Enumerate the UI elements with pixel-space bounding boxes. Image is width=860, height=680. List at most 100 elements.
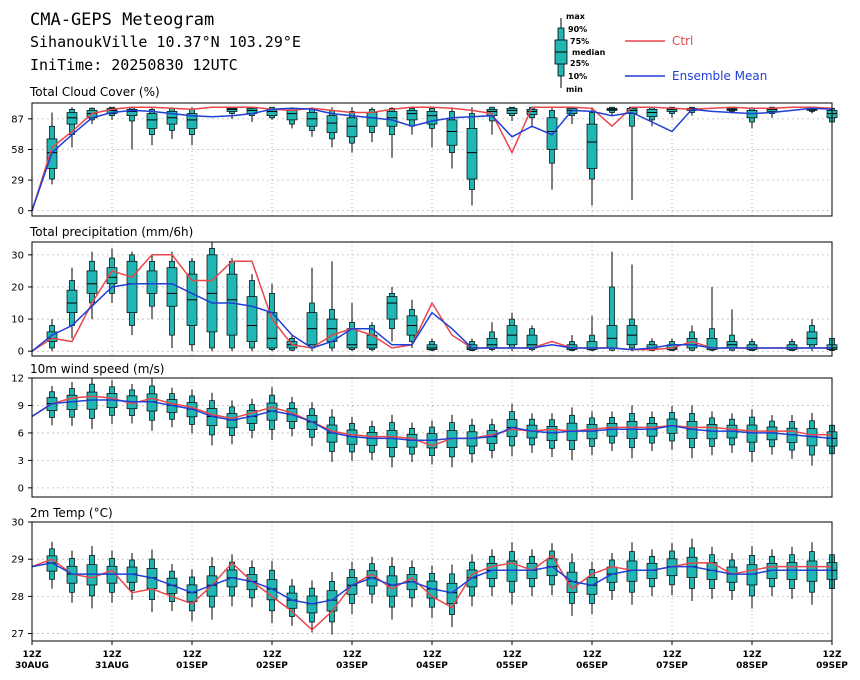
box-216	[746, 409, 758, 462]
box-174	[606, 251, 618, 352]
box-174	[606, 106, 618, 116]
box-198	[686, 325, 698, 352]
box-132	[466, 107, 478, 206]
box-inner	[426, 111, 438, 125]
panel-3: 2m Temp (°C) 27 28 29 30	[11, 506, 838, 642]
y-tick-label: 0	[18, 347, 24, 358]
box-inner	[246, 296, 258, 342]
box-inner	[526, 334, 538, 349]
y-tick-label: 9	[18, 401, 24, 412]
box-inner	[446, 119, 458, 146]
box-inner	[186, 113, 198, 129]
box-36	[146, 254, 158, 320]
y-tick-label: 27	[11, 629, 24, 640]
box-114	[406, 107, 418, 135]
box-42	[166, 107, 178, 139]
box-180	[626, 106, 638, 201]
box-126	[446, 107, 458, 169]
box-162	[566, 553, 578, 616]
box-90	[326, 571, 338, 635]
x-tick-hour: 12Z	[182, 650, 202, 660]
x-tick-date: 09SEP	[816, 661, 848, 671]
legend-label-median: median	[572, 48, 606, 57]
panel-frame	[31, 102, 833, 217]
box-24	[106, 550, 118, 603]
box-legend: max 90% 75% median 25% 10% min	[554, 12, 606, 94]
box-204	[706, 411, 718, 456]
box-162	[566, 335, 578, 352]
box-66	[246, 398, 258, 439]
box-216	[746, 338, 758, 352]
box-inner	[506, 560, 518, 582]
box-30	[126, 106, 138, 150]
y-tick-label: 20	[11, 282, 24, 293]
box-132	[466, 418, 478, 463]
y-tick-label: 12	[11, 374, 24, 385]
box-84	[306, 267, 318, 352]
mean-line	[31, 399, 833, 441]
box-234	[806, 542, 818, 605]
box-126	[446, 564, 458, 628]
box-inner	[806, 560, 818, 582]
box-90	[326, 409, 338, 462]
box-inner	[386, 296, 398, 320]
box-210	[726, 309, 738, 352]
box-outer	[609, 286, 615, 351]
box-180	[626, 542, 638, 605]
box-144	[506, 312, 518, 352]
box-138	[486, 418, 498, 459]
box-inner	[606, 325, 618, 349]
box-186	[646, 411, 658, 452]
box-84	[306, 580, 318, 633]
box-198	[686, 538, 698, 601]
x-tick-hour: 12Z	[102, 650, 122, 660]
box-inner	[586, 123, 598, 169]
x-tick-date: 30AUG	[15, 661, 49, 671]
box-60	[226, 258, 238, 352]
box-36	[146, 107, 158, 146]
line-legend: Ctrl Ensemble Mean	[625, 34, 767, 83]
box-168	[586, 315, 598, 352]
box-144	[506, 542, 518, 605]
x-axis: 12Z30AUG12Z31AUG12Z01SEP12Z02SEP12Z03SEP…	[15, 641, 848, 671]
box-inner	[166, 267, 178, 307]
x-tick-hour: 12Z	[582, 650, 602, 660]
box-inner	[286, 110, 298, 121]
box-228	[786, 546, 798, 599]
x-tick-date: 05SEP	[496, 661, 528, 671]
box-inner	[66, 112, 78, 125]
box-216	[746, 545, 758, 609]
ctrl-line	[31, 254, 832, 352]
box-186	[646, 106, 658, 127]
box-168	[586, 107, 598, 206]
box-inner	[306, 112, 318, 127]
box-222	[766, 549, 778, 597]
box-inner	[226, 107, 238, 112]
mean-line	[31, 282, 832, 352]
y-tick-label: 30	[11, 250, 24, 261]
y-tick-label: 0	[18, 483, 24, 494]
box-120	[426, 420, 438, 465]
box-inner	[406, 110, 418, 121]
y-tick-label: 29	[11, 176, 24, 187]
y-tick-label: 3	[18, 456, 24, 467]
panel-2: 10m wind speed (m/s) 0 3 6 9 12	[11, 362, 838, 498]
panels: Total Cloud Cover (%) 0 29 58 87 Total precip…	[11, 85, 838, 642]
box-108	[386, 107, 398, 158]
x-tick-date: 06SEP	[576, 661, 608, 671]
box-24	[106, 380, 118, 425]
box-inner	[706, 337, 718, 350]
box-192	[666, 106, 678, 118]
box-180	[626, 405, 638, 459]
box-inner	[786, 344, 798, 350]
box-198	[686, 405, 698, 459]
box-120	[426, 107, 438, 148]
legend-label-max: max	[566, 12, 586, 21]
ctrl-line	[31, 106, 833, 211]
box-150	[526, 413, 538, 453]
ctrl-line	[31, 554, 832, 631]
box-inner	[486, 337, 498, 349]
y-tick-label: 30	[11, 518, 24, 529]
box-192	[666, 543, 678, 596]
box-18	[86, 378, 98, 429]
